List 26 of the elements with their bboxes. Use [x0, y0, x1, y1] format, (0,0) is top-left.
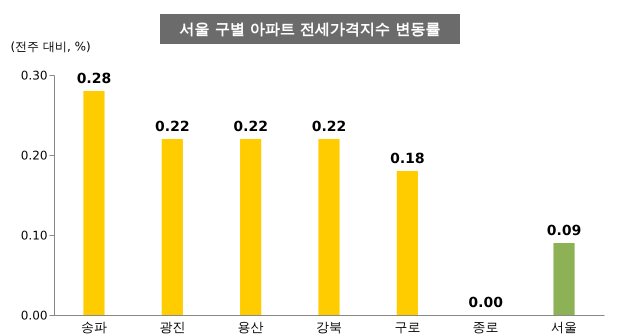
y-tick-label: 0.00: [20, 308, 48, 322]
x-tick-label: 종로: [472, 320, 499, 335]
data-label: 0.09: [546, 223, 582, 239]
x-tick-label: 구로: [394, 320, 420, 335]
x-tick-label: 광진: [159, 320, 186, 335]
data-label: 0.22: [233, 119, 268, 135]
data-label: 0.00: [468, 295, 504, 311]
data-label: 0.18: [390, 151, 425, 167]
x-tick-label: 송파: [80, 320, 107, 335]
y-axis-title: (전주 대비, %): [10, 40, 91, 54]
bar: [396, 171, 418, 315]
data-label: 0.22: [312, 119, 346, 135]
y-tick-label: 0.30: [20, 68, 48, 82]
bar: [553, 243, 575, 315]
chart-title: 서울 구별 아파트 전세가격지수 변동률: [160, 14, 460, 44]
data-label: 0.22: [155, 119, 190, 135]
y-tick-label: 0.20: [20, 148, 48, 162]
x-tick-label: 강북: [316, 320, 342, 335]
bar: [83, 91, 105, 315]
x-tick-label: 서울: [551, 320, 578, 335]
bar: [240, 139, 262, 315]
data-label: 0.28: [76, 71, 112, 87]
x-tick-label: 용산: [238, 320, 264, 335]
bar: [162, 139, 183, 315]
y-tick-label: 0.10: [20, 228, 48, 242]
bar: [318, 139, 340, 315]
